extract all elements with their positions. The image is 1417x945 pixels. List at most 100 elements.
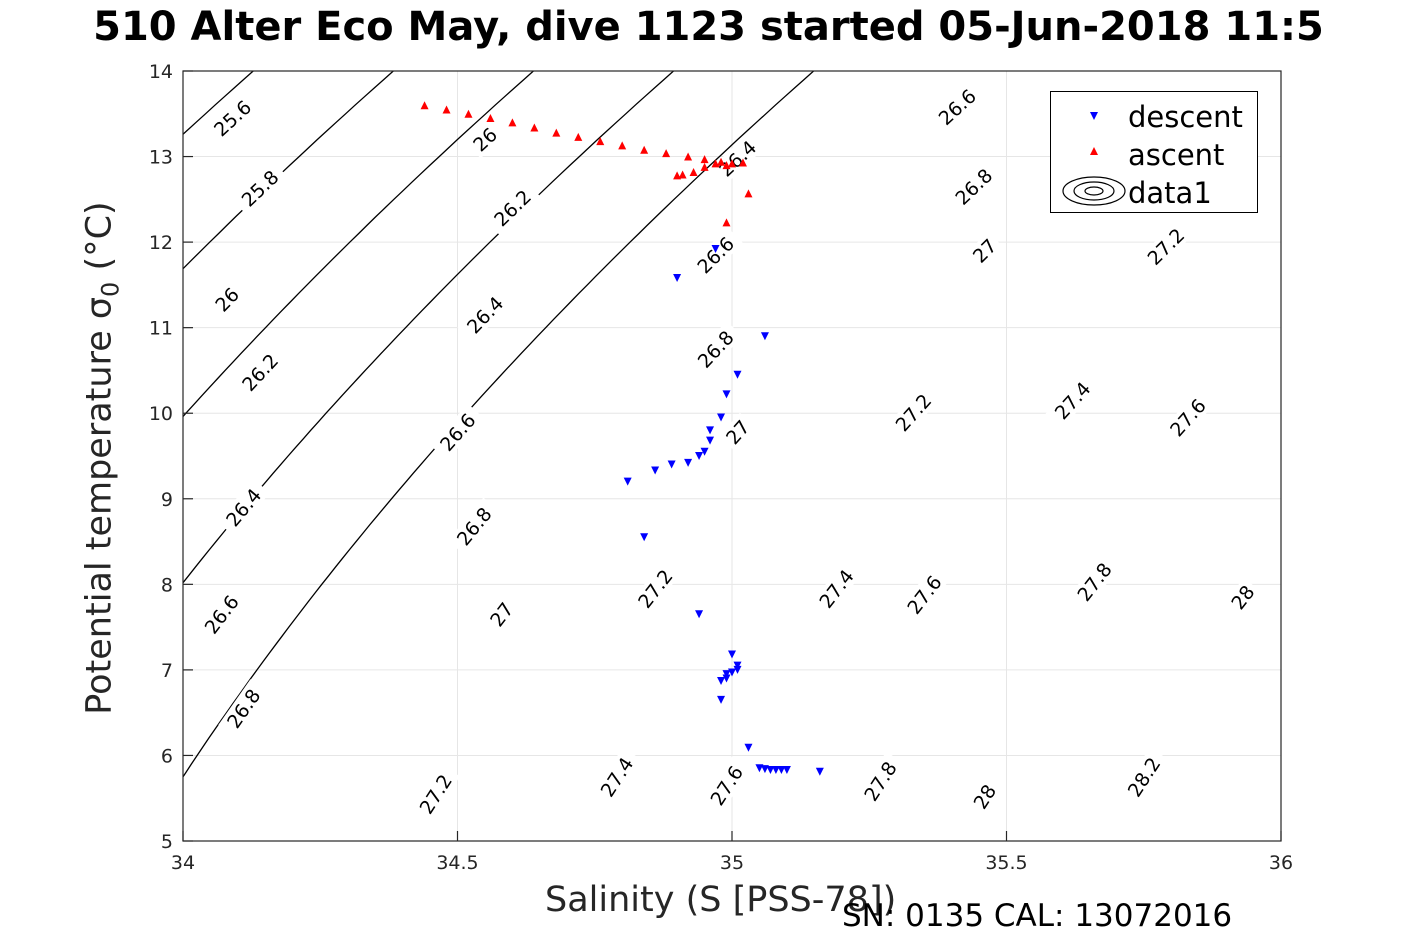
- contour-label: 26: [211, 284, 244, 317]
- isopycnal-27.8: [183, 71, 535, 418]
- contour-label-bg: [1224, 577, 1262, 617]
- ascent-point: [717, 157, 726, 166]
- ascent-point: [700, 162, 709, 171]
- contour-label-group: 26.6: [687, 227, 744, 283]
- contour-label: 27: [969, 235, 1002, 268]
- contour-label-group: 26.6: [928, 79, 986, 134]
- contour-label-bg: [204, 91, 261, 146]
- ascent-point: [640, 145, 649, 154]
- contour-label-group: 26.4: [216, 478, 270, 536]
- contour-label-group: 26.6: [195, 585, 248, 644]
- contour-label-bg: [965, 231, 1004, 270]
- contour-label-group: 27.4: [810, 559, 863, 618]
- contour-label: 26: [469, 124, 502, 157]
- descent-point: [695, 452, 704, 460]
- descent-point: [760, 332, 769, 341]
- isopycnal-27.4: [183, 71, 255, 136]
- descent-series: [623, 244, 824, 776]
- descent-point: [722, 390, 731, 399]
- contour-label-group: 27.2: [629, 559, 682, 618]
- descent-point: [706, 436, 715, 445]
- contour-label-bg: [232, 160, 288, 216]
- descent-point: [717, 677, 726, 686]
- contour-label-bg: [195, 585, 248, 644]
- descent-point: [722, 670, 731, 679]
- y-tick-label: 5: [161, 831, 173, 853]
- descent-point: [815, 767, 824, 776]
- contour-label-bg: [855, 751, 905, 811]
- contour-label-group: 26: [207, 280, 246, 319]
- serial-calibration-note: SN: 0135 CAL: 13072016: [842, 898, 1233, 934]
- descent-point: [711, 244, 720, 253]
- legend-label-descent: descent: [1128, 100, 1243, 134]
- data-series: [420, 101, 824, 776]
- ascent-point: [486, 114, 495, 123]
- contour-label-bg: [1138, 218, 1194, 274]
- descent-point: [717, 695, 726, 704]
- contour-label-bg: [898, 565, 951, 624]
- descent-point: [717, 413, 726, 422]
- contour-label-bg: [701, 755, 752, 815]
- contour-label-bg: [718, 412, 757, 452]
- descent-point: [706, 426, 715, 435]
- contour-label-bg: [484, 180, 541, 236]
- contour-label-bg: [1160, 389, 1215, 446]
- descent-point: [651, 466, 660, 475]
- contour-label-bg: [1045, 372, 1100, 429]
- descent-point: [755, 764, 764, 773]
- descent-point: [728, 650, 736, 659]
- descent-point: [667, 460, 676, 469]
- y-tick-label: 10: [149, 403, 173, 425]
- ascent-point: [662, 149, 671, 158]
- ascent-point: [678, 170, 687, 179]
- ascent-point: [711, 159, 720, 168]
- isopycnal-28: [183, 71, 675, 584]
- legend-item-ascent: ascent: [1051, 136, 1259, 172]
- ascent-point: [442, 105, 451, 114]
- contour-label-group: 26.2: [484, 180, 541, 236]
- x-axis-label: Salinity (S [PSS-78]): [545, 880, 897, 920]
- x-tick-label: 34.5: [436, 852, 478, 874]
- contour-label-group: 27.8: [1068, 552, 1121, 611]
- x-tick-label: 35: [720, 852, 744, 874]
- contour-label-bg: [447, 497, 501, 555]
- legend-label-data1: data1: [1128, 176, 1212, 210]
- x-tick-label: 36: [1269, 852, 1293, 874]
- contour-label-bg: [966, 777, 1003, 816]
- contour-label-group: 26.8: [688, 321, 743, 378]
- x-tick-label: 34: [171, 852, 195, 874]
- ascent-point: [744, 189, 753, 198]
- x-tick-label: 35.5: [985, 852, 1027, 874]
- y-tick-label: 12: [149, 232, 173, 254]
- ascent-point: [508, 118, 517, 127]
- ascent-point: [464, 109, 473, 118]
- contour-label-group: 25.6: [204, 91, 261, 146]
- contour-label-bg: [592, 747, 642, 807]
- contour-label-bg: [430, 403, 485, 461]
- contour-label-bg: [709, 131, 766, 186]
- isopycnal-27.6: [183, 71, 395, 270]
- descent-point: [695, 610, 704, 619]
- contour-label-group: 27: [965, 231, 1004, 270]
- descent-point: [684, 458, 693, 467]
- descent-point: [640, 533, 649, 542]
- y-tick-label: 9: [161, 489, 173, 511]
- ascent-point: [596, 137, 605, 146]
- contour-label-bg: [928, 79, 986, 134]
- y-tick-label: 6: [161, 745, 173, 767]
- y-tick-label: 13: [149, 147, 173, 169]
- descent-point: [623, 477, 632, 486]
- y-axis-label-symbol: σ: [79, 296, 120, 320]
- contour-label-group: 27.6: [1160, 389, 1215, 446]
- contour-label-group: 28: [1224, 577, 1262, 617]
- ascent-point: [552, 128, 561, 137]
- legend-item-data1: data1: [1051, 174, 1259, 210]
- contour-label-bg: [810, 559, 863, 618]
- contour-label-group: 27.4: [1045, 372, 1100, 429]
- contour-label-group: 27.6: [701, 755, 752, 815]
- contour-label-bg: [886, 384, 941, 441]
- contour-label-group: 26.4: [457, 287, 513, 343]
- axes: 34 34.5 35 35.5 36 5 6 7 8 9 10 11 12 13 14: [149, 61, 1293, 874]
- legend-item-descent: descent: [1051, 98, 1259, 134]
